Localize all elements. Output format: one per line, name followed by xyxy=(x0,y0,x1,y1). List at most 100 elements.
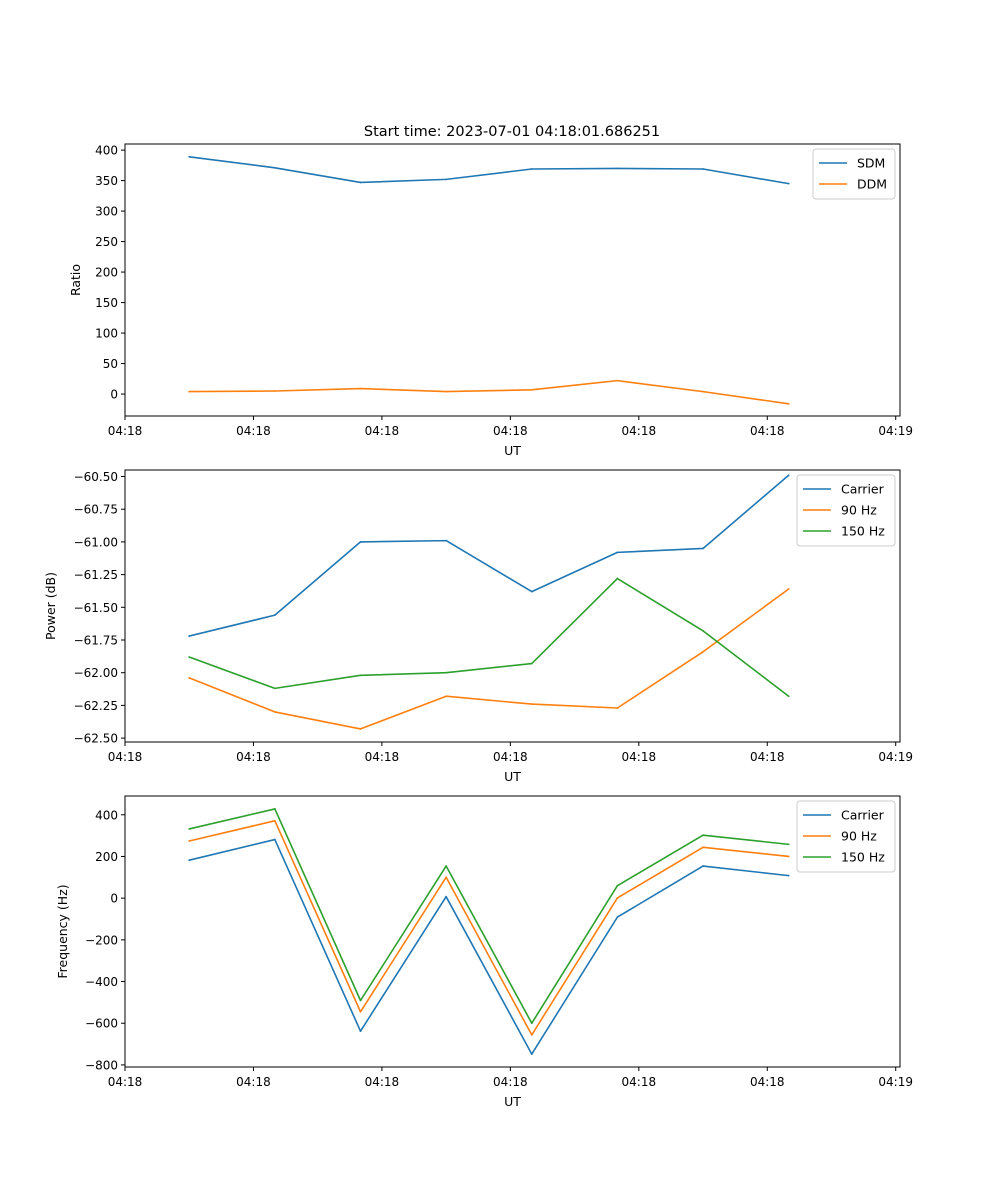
data-point xyxy=(616,167,619,170)
data-point xyxy=(445,390,448,393)
data-point xyxy=(445,539,448,542)
y-tick-label: −62.50 xyxy=(74,732,118,746)
data-point xyxy=(359,728,362,730)
y-tick-label: 100 xyxy=(95,327,118,341)
x-tick-label: 04:18 xyxy=(622,424,657,438)
chart-panel-1: 04:18 04:18 04:18 04:18 04:18 04:18 04:19 0 50 10… xyxy=(68,143,913,458)
legend: SDM DDM xyxy=(812,148,896,200)
data-point xyxy=(273,808,276,810)
y-axis-label: Frequency (Hz) xyxy=(55,884,70,978)
data-point xyxy=(273,390,276,392)
data-point xyxy=(702,865,704,867)
legend-label: 150 Hz xyxy=(841,850,885,865)
legend-label: 90 Hz xyxy=(841,829,877,844)
data-point xyxy=(359,387,362,390)
data-point xyxy=(702,629,704,632)
data-point xyxy=(787,874,790,877)
data-point xyxy=(787,402,790,405)
y-tick-label: −61.25 xyxy=(74,568,118,582)
y-tick-label: −61.50 xyxy=(74,601,118,615)
data-point xyxy=(787,474,790,477)
legend-box xyxy=(812,148,896,200)
data-point xyxy=(530,590,533,593)
y-tick-label: −800 xyxy=(85,1058,118,1072)
data-point xyxy=(359,541,362,543)
data-point xyxy=(273,819,276,822)
x-tick-label: 04:18 xyxy=(108,424,143,438)
data-point xyxy=(273,687,276,690)
plot-frame xyxy=(124,469,901,743)
y-tick-label: −62.00 xyxy=(74,666,118,680)
y-axis-label: Ratio xyxy=(68,264,83,296)
data-point xyxy=(188,859,191,862)
y-tick-label: 0 xyxy=(110,892,118,906)
y-tick-label: −600 xyxy=(85,1017,118,1031)
series-line-90-hz xyxy=(188,588,790,730)
x-axis-label: UT xyxy=(504,443,521,458)
plot-frame xyxy=(124,143,901,417)
x-tick-label: 04:18 xyxy=(750,1075,785,1089)
legend-box xyxy=(796,474,896,547)
data-point xyxy=(273,614,276,617)
data-point xyxy=(445,895,448,898)
data-point xyxy=(445,671,448,674)
data-point xyxy=(188,155,191,158)
x-tick-label: 04:19 xyxy=(878,424,913,438)
legend-box xyxy=(796,800,896,873)
x-tick-label: 04:18 xyxy=(622,1075,657,1089)
data-point xyxy=(188,828,191,830)
x-tick-label: 04:18 xyxy=(236,1075,271,1089)
series-line-150-hz xyxy=(188,577,790,697)
y-tick-label: 200 xyxy=(95,266,118,280)
x-tick-label: 04:18 xyxy=(493,750,528,764)
data-point xyxy=(530,662,533,665)
x-tick-label: 04:19 xyxy=(878,750,913,764)
y-tick-label: −400 xyxy=(85,975,118,989)
chart-panel-3: 04:18 04:18 04:18 04:18 04:18 04:18 04:19 −800 −… xyxy=(55,795,913,1109)
data-point xyxy=(787,695,790,698)
y-axis-label: Power (dB) xyxy=(43,572,58,640)
x-tick-label: 04:18 xyxy=(750,750,785,764)
legend: Carrier 90 Hz 150 Hz xyxy=(796,800,896,873)
legend-label: 90 Hz xyxy=(841,503,877,518)
y-tick-label: 200 xyxy=(95,850,118,864)
y-tick-label: −62.25 xyxy=(74,699,118,713)
data-point xyxy=(616,707,619,709)
data-point xyxy=(445,695,448,698)
data-point xyxy=(702,846,704,849)
y-tick-label: 300 xyxy=(95,205,118,219)
series-line-ddm xyxy=(189,379,789,405)
data-point xyxy=(359,674,362,677)
x-tick-label: 04:18 xyxy=(622,750,657,764)
data-point xyxy=(530,1022,533,1025)
data-point xyxy=(616,897,619,899)
data-point xyxy=(787,182,790,185)
y-tick-label: −61.75 xyxy=(74,634,118,648)
data-point xyxy=(273,711,276,713)
data-point xyxy=(616,884,619,887)
data-point xyxy=(616,379,619,382)
chart-panel-2: 04:18 04:18 04:18 04:18 04:18 04:18 04:19 −62.5… xyxy=(43,469,913,784)
data-point xyxy=(188,390,191,393)
data-point xyxy=(359,1010,362,1013)
data-point xyxy=(273,838,276,841)
data-point xyxy=(530,1033,533,1036)
data-point xyxy=(445,178,448,181)
x-tick-label: 04:18 xyxy=(493,424,528,438)
data-point xyxy=(616,916,619,919)
x-tick-label: 04:18 xyxy=(365,1075,400,1089)
data-point xyxy=(188,677,191,679)
data-point xyxy=(359,181,362,184)
x-tick-label: 04:18 xyxy=(236,424,271,438)
data-point xyxy=(445,876,448,879)
y-tick-label: 0 xyxy=(110,388,118,402)
legend-label: Carrier xyxy=(841,808,885,823)
y-tick-label: 150 xyxy=(95,296,118,310)
x-tick-label: 04:18 xyxy=(493,1075,528,1089)
x-tick-label: 04:18 xyxy=(108,750,143,764)
data-point xyxy=(273,166,276,169)
series-line-150-hz xyxy=(189,808,789,1025)
x-tick-label: 04:18 xyxy=(236,750,271,764)
